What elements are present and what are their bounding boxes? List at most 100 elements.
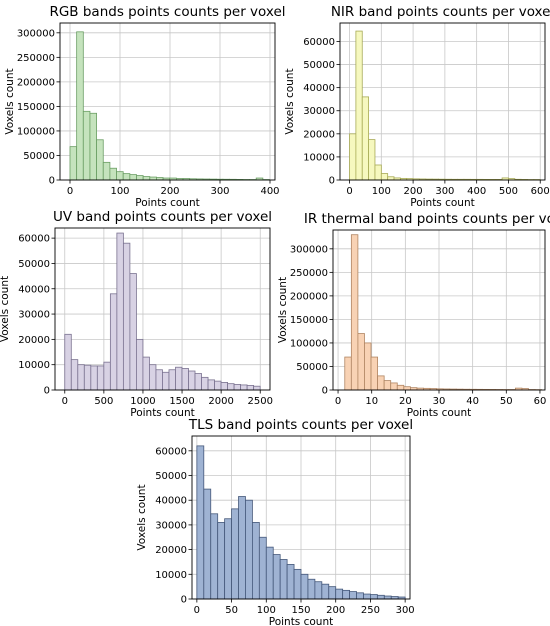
- uv-bar: [233, 384, 242, 391]
- uv-bar: [122, 242, 131, 391]
- rgb-bar: [136, 175, 144, 181]
- tls-bar: [376, 594, 385, 600]
- uv-bar: [188, 370, 196, 391]
- rgb-bar: [102, 161, 111, 181]
- tls-bar: [363, 593, 371, 600]
- ir-thermal-histogram-panel: 0 10 20 30 40 50 60 0 50000 100000 150000 200000 250…: [277, 211, 550, 419]
- rgb-x-axis-label: Points count: [135, 197, 200, 209]
- uv-bar: [149, 364, 157, 391]
- ir-thermal-ytick-label: 150000: [290, 315, 328, 326]
- tls-xtick-label: 200: [326, 605, 345, 616]
- ir-thermal-x-axis-label: Points count: [407, 407, 472, 419]
- tls-bar: [238, 496, 246, 600]
- ir-thermal-ytick-label: 200000: [290, 291, 328, 302]
- tls-ytick-label: 30000: [155, 520, 187, 531]
- uv-bar: [70, 359, 79, 391]
- tls-ytick-label: 60000: [155, 446, 187, 457]
- tls-xtick-label: 50: [225, 605, 238, 616]
- uv-bar: [136, 338, 144, 391]
- tls-bar: [335, 588, 344, 600]
- uv-ytick-label: 0: [44, 386, 50, 397]
- ir-thermal-xtick-label: 40: [466, 396, 479, 407]
- uv-bar: [109, 293, 118, 391]
- ir-thermal-bar: [377, 375, 385, 391]
- nir-axes-frame: [339, 22, 546, 181]
- uv-ytick-label: 60000: [18, 234, 50, 245]
- rgb-xtick-label: 100: [110, 186, 129, 197]
- ir-thermal-xtick-label: 20: [399, 396, 412, 407]
- tls-y-axis-label: Voxels count: [136, 484, 148, 550]
- rgb-ytick-label: 250000: [17, 53, 55, 64]
- nir-chart-title: NIR band points counts per voxel: [331, 4, 550, 20]
- rgb-ytick-label: 200000: [17, 77, 55, 88]
- nir-ytick-label: 30000: [303, 106, 335, 117]
- uv-bar: [90, 365, 98, 391]
- uv-bar: [155, 369, 163, 391]
- uv-bar: [175, 366, 183, 391]
- nir-xtick-label: 500: [499, 186, 518, 197]
- rgb-bar: [96, 139, 104, 181]
- ir-thermal-ytick-label: 300000: [290, 244, 328, 255]
- uv-bar: [240, 384, 248, 391]
- tls-bar: [203, 488, 212, 600]
- nir-bar: [380, 173, 389, 181]
- tls-bar: [321, 583, 330, 600]
- tls-ytick-label: 50000: [155, 471, 187, 482]
- nir-bar: [387, 176, 395, 181]
- rgb-xtick-label: 300: [210, 186, 229, 197]
- tls-bar: [196, 445, 205, 600]
- rgb-ytick-label: 150000: [17, 102, 55, 113]
- tls-x-axis-label: Points count: [269, 616, 334, 626]
- uv-bar: [246, 385, 255, 391]
- ir-thermal-ytick-label: 100000: [290, 338, 328, 349]
- ir-thermal-y-axis-label: Voxels count: [277, 277, 289, 343]
- ir-thermal-bar: [364, 342, 372, 391]
- tls-bar: [245, 499, 253, 600]
- tls-ytick-label: 10000: [155, 570, 187, 581]
- uv-bar: [64, 333, 72, 391]
- uv-ytick-label: 50000: [18, 259, 50, 270]
- nir-ytick-label: 50000: [303, 60, 335, 71]
- tls-bar: [258, 536, 267, 600]
- ir-thermal-chart-title: IR thermal band points counts per voxel: [304, 211, 550, 227]
- tls-bar: [328, 586, 337, 600]
- uv-ytick-label: 40000: [18, 284, 50, 295]
- uv-y-axis-label: Voxels count: [0, 276, 11, 342]
- uv-bar: [201, 376, 209, 391]
- tls-xtick-label: 300: [396, 605, 415, 616]
- ir-thermal-ytick-label: 50000: [296, 362, 328, 373]
- rgb-histogram-panel: 0 100 200 300 400 0 50000 100000 150000 200000 250…: [4, 4, 286, 209]
- uv-bar: [103, 361, 111, 391]
- rgb-chart-title: RGB bands points counts per voxel: [49, 4, 285, 20]
- tls-bar: [286, 564, 295, 600]
- uv-xtick-label: 2000: [208, 396, 233, 407]
- nir-ytick-label: 20000: [303, 129, 335, 140]
- ir-thermal-bar: [350, 234, 359, 391]
- nir-ytick-label: 10000: [303, 152, 335, 163]
- nir-bar: [349, 133, 357, 181]
- uv-bar: [96, 365, 105, 391]
- ir-thermal-bar: [403, 386, 411, 391]
- uv-bar: [194, 373, 202, 391]
- ir-thermal-xtick-label: 30: [433, 396, 446, 407]
- nir-xtick-label: 400: [467, 186, 486, 197]
- uv-bar: [129, 273, 137, 391]
- rgb-ytick-label: 50000: [23, 151, 55, 162]
- uv-bar: [83, 364, 92, 391]
- rgb-bar: [109, 167, 117, 181]
- nir-y-axis-label: Voxels count: [284, 68, 296, 134]
- tls-chart-title: TLS band points counts per voxel: [188, 417, 413, 433]
- tls-bar: [231, 508, 239, 600]
- uv-ytick-label: 20000: [18, 335, 50, 346]
- tls-bar: [210, 513, 219, 600]
- uv-bar: [77, 364, 85, 391]
- nir-xtick-label: 200: [404, 186, 423, 197]
- tls-ytick-label: 40000: [155, 496, 187, 507]
- uv-xtick-label: 1000: [130, 396, 155, 407]
- ir-thermal-bar: [390, 382, 398, 391]
- rgb-ytick-label: 300000: [17, 28, 55, 39]
- rgb-bar: [129, 174, 137, 181]
- rgb-bar: [122, 173, 131, 181]
- nir-bar: [355, 30, 363, 181]
